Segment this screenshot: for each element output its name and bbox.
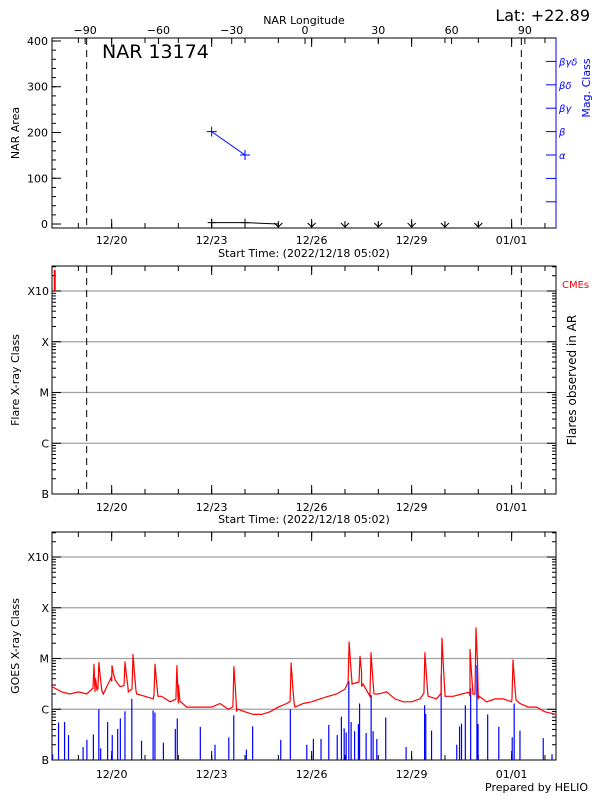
- x-tick-label: 12/20: [96, 234, 128, 247]
- goes-long-peak: [475, 627, 477, 629]
- x-tick-label: 12/29: [396, 501, 428, 514]
- y-tick-label: M: [40, 653, 50, 666]
- area-point-marker: [207, 218, 216, 227]
- longitude-tick-label: 30: [371, 24, 385, 37]
- goes-long-peak: [424, 652, 426, 654]
- y-tick-label: B: [41, 754, 49, 767]
- goes-long-peak: [469, 648, 471, 651]
- x-tick-label: 01/01: [496, 501, 528, 514]
- x-tick-label: 12/26: [296, 768, 328, 781]
- goes-long-peak: [370, 652, 372, 654]
- y-tick-label: B: [41, 488, 49, 501]
- goes-long-peak: [441, 637, 443, 639]
- p1-xlabel: Start Time: (2022/12/18 05:02): [218, 247, 390, 260]
- credit-label: Prepared by HELIO: [485, 781, 588, 794]
- x-tick-label: 12/23: [196, 234, 228, 247]
- goes-long-peak: [233, 666, 235, 668]
- goes-long-peak: [154, 663, 156, 665]
- plot-frame: [51, 531, 557, 761]
- goes-long-peak: [290, 662, 292, 664]
- goes-long-peak: [132, 653, 134, 656]
- p2-ylabel: Flare X-ray Class: [9, 334, 22, 426]
- y-tick-label: X: [41, 336, 49, 349]
- mag-class-tick-label: βγ: [558, 104, 572, 115]
- mag-class-point-marker: [239, 150, 250, 160]
- goes-long-peak: [111, 665, 113, 667]
- p2-xlabel: Start Time: (2022/12/18 05:02): [218, 513, 390, 526]
- y-tick-label: M: [40, 387, 50, 400]
- y-tick-label: 200: [27, 126, 48, 139]
- goes-long-peak: [348, 641, 350, 643]
- area-upper-limit-arrow: [407, 221, 416, 228]
- goes-long-peak: [512, 659, 514, 661]
- x-tick-label: 12/29: [396, 768, 428, 781]
- y-tick-label: 300: [27, 81, 48, 94]
- y-tick-label: 0: [41, 218, 48, 231]
- area-upper-limit-arrow: [440, 221, 450, 228]
- mag-class-tick-label: βδ: [558, 81, 572, 92]
- area-upper-limit-arrow: [273, 221, 283, 228]
- p2-right-label: Flares observed in AR: [565, 315, 579, 445]
- mag-class-point-marker: [206, 126, 217, 137]
- area-upper-limit-arrow: [307, 221, 317, 228]
- area-upper-limit-arrow: [373, 221, 383, 228]
- y-tick-label: X: [41, 602, 49, 615]
- x-tick-label: 12/20: [96, 501, 128, 514]
- goes-long-peak: [124, 661, 126, 663]
- plot-frame: [51, 37, 557, 229]
- x-tick-label: 12/23: [196, 501, 228, 514]
- x-tick-label: 12/23: [196, 768, 228, 781]
- longitude-tick-label: −60: [147, 24, 170, 37]
- p1-ylabel: NAR Area: [9, 107, 22, 159]
- nar-area-panel: 12/20 12/23 12/26 12/29 01/01 0 100 200 300 400 α β…: [27, 35, 577, 247]
- longitude-tick-label: 90: [518, 24, 532, 37]
- longitude-tick-label: 0: [302, 24, 309, 37]
- top-axis-title: NAR Longitude: [263, 14, 345, 27]
- cme-label: CMEs: [562, 280, 589, 291]
- latitude-label: Lat: +22.89: [495, 6, 590, 25]
- longitude-tick-label: 60: [445, 24, 459, 37]
- area-point-marker: [240, 218, 249, 227]
- y-tick-label: C: [41, 437, 49, 450]
- goes-long-peak: [93, 663, 95, 665]
- mag-class-line: [211, 131, 246, 156]
- p3-ylabel: GOES X-ray Class: [9, 598, 22, 694]
- longitude-tick-label: −90: [74, 24, 97, 37]
- y-tick-label: X10: [27, 551, 49, 564]
- x-tick-label: 12/20: [96, 768, 128, 781]
- x-tick-label: 12/29: [396, 234, 428, 247]
- goes-panel: 12/20 12/23 12/26 12/29 01/01 B C M X X10: [27, 531, 557, 781]
- y-tick-label: C: [41, 703, 49, 716]
- mag-class-tick-label: α: [559, 151, 566, 162]
- p1-right-label: Mag. Class: [580, 58, 593, 117]
- flare-class-panel: 12/20 12/23 12/26 12/29 01/01 B C M X X10: [27, 265, 557, 514]
- area-upper-limit-arrow: [473, 221, 483, 228]
- goes-long-line: [51, 627, 557, 716]
- x-tick-label: 12/26: [296, 501, 328, 514]
- area-upper-limit-arrow: [340, 221, 350, 228]
- y-tick-label: 400: [27, 35, 48, 48]
- goes-long-peak: [359, 655, 361, 657]
- mag-class-tick-label: βγδ: [558, 57, 577, 68]
- y-tick-label: X10: [27, 285, 49, 298]
- goes-long-peak: [176, 665, 178, 667]
- x-tick-label: 12/26: [296, 234, 328, 247]
- goes-long-peak: [98, 662, 100, 664]
- x-tick-label: 01/01: [496, 768, 528, 781]
- region-title: NAR 13174: [102, 41, 209, 63]
- x-tick-label: 01/01: [496, 234, 528, 247]
- longitude-tick-label: −30: [220, 24, 243, 37]
- mag-class-tick-label: β: [558, 128, 566, 139]
- plot-frame: [51, 265, 557, 495]
- y-tick-label: 100: [27, 172, 48, 185]
